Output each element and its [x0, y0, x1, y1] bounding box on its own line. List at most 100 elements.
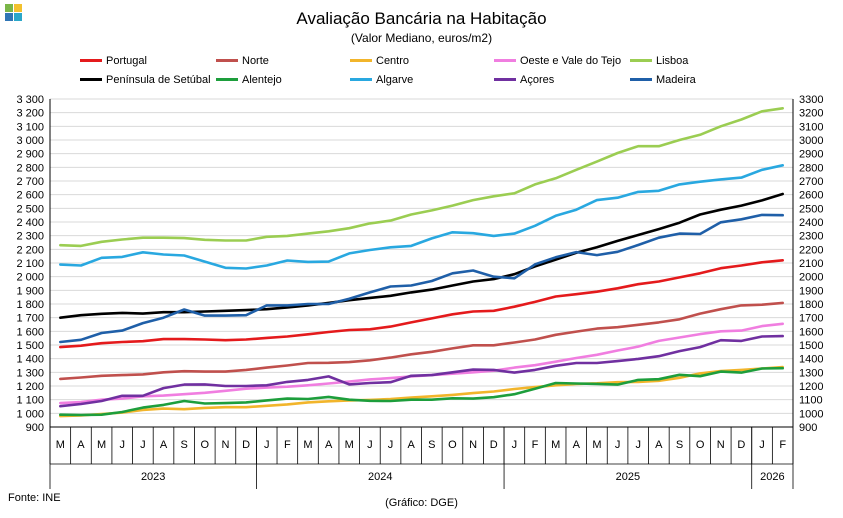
y-tick-label-right: 1500: [799, 340, 823, 352]
y-tick-label-right: 2000: [799, 272, 823, 284]
x-tick-label: J: [264, 439, 270, 451]
y-tick-label-right: 3100: [799, 121, 823, 133]
legend-swatch: [216, 77, 238, 81]
x-tick-label: J: [512, 439, 518, 451]
y-tick-label-right: 1100: [799, 395, 823, 407]
x-tick-label: J: [388, 439, 394, 451]
y-tick-label-left: 1 300: [16, 367, 44, 379]
series-line-a-ores: [58, 334, 785, 408]
y-tick-label-left: 1 000: [16, 408, 44, 420]
series-line-oeste-e-vale-do-tejo: [58, 322, 785, 405]
legend-swatch: [216, 58, 238, 62]
y-tick-label-right: 1000: [799, 408, 823, 420]
y-tick-label-left: 2 000: [16, 272, 44, 284]
legend-swatch: [80, 77, 102, 81]
y-tick-label-right: 2500: [799, 203, 823, 215]
logo-square-4: [14, 13, 22, 21]
legend-item: Oeste e Vale do Tejo: [494, 54, 621, 68]
legend-label: Madeira: [656, 74, 696, 86]
legend-label: Norte: [242, 55, 269, 67]
x-tick-label: J: [635, 439, 641, 451]
legend-label: Centro: [376, 55, 410, 67]
chart-title: Avaliação Bancária na Habitação: [296, 9, 547, 28]
logo-square-1: [5, 4, 13, 12]
series-line-portugal: [58, 258, 785, 349]
y-tick-label-right: 2100: [799, 258, 823, 270]
legend-item: Algarve: [350, 73, 413, 87]
y-tick-label-left: 1 700: [16, 313, 44, 325]
y-tick-label-right: 2400: [799, 217, 823, 229]
x-tick-label: F: [532, 439, 539, 451]
y-tick-label-right: 3000: [799, 135, 823, 147]
y-tick-label-right: 1200: [799, 381, 823, 393]
series-line-algarve: [58, 164, 785, 270]
y-tick-label-right: 3300: [799, 94, 823, 106]
x-tick-label: S: [428, 439, 435, 451]
legend-label: Portugal: [106, 55, 147, 67]
y-tick-label-left: 2 600: [16, 190, 44, 202]
y-tick-label-left: 2 300: [16, 231, 44, 243]
y-tick-label-left: 900: [26, 422, 44, 434]
y-tick-label-left: 2 500: [16, 203, 44, 215]
x-tick-label: J: [119, 439, 125, 451]
series-line-centro: [58, 365, 785, 418]
x-tick-label: M: [56, 439, 65, 451]
x-tick-label: A: [655, 439, 663, 451]
y-tick-label-left: 3 000: [16, 135, 44, 147]
y-tick-label-right: 1700: [799, 313, 823, 325]
year-label: 2024: [368, 471, 392, 483]
legend-swatch: [630, 77, 652, 81]
x-tick-label: J: [367, 439, 373, 451]
y-tick-label-left: 1 800: [16, 299, 44, 311]
y-tick-label-right: 1800: [799, 299, 823, 311]
legend-label: Açores: [520, 74, 555, 86]
legend-swatch: [630, 58, 652, 62]
series-line-lisboa: [58, 107, 785, 248]
dge-logo: [5, 4, 23, 22]
x-tick-label: J: [615, 439, 621, 451]
x-tick-label: O: [448, 439, 457, 451]
x-tick-label: S: [180, 439, 187, 451]
y-tick-label-right: 2200: [799, 244, 823, 256]
y-tick-label-left: 2 800: [16, 162, 44, 174]
x-tick-label: M: [551, 439, 560, 451]
legend-swatch: [350, 58, 372, 62]
y-tick-label-left: 1 200: [16, 381, 44, 393]
y-tick-label-right: 2700: [799, 176, 823, 188]
x-tick-label: J: [759, 439, 765, 451]
legend-item: Península de Setúbal: [80, 73, 211, 87]
x-tick-label: M: [303, 439, 312, 451]
y-tick-label-right: 1600: [799, 326, 823, 338]
y-tick-label-right: 1900: [799, 285, 823, 297]
y-tick-label-right: 2900: [799, 149, 823, 161]
series-line-madeira: [58, 213, 785, 344]
y-tick-label-right: 2800: [799, 162, 823, 174]
x-tick-label: O: [696, 439, 705, 451]
x-tick-label: J: [140, 439, 146, 451]
chart-credit: (Gráfico: DGE): [385, 497, 458, 509]
x-tick-label: D: [490, 439, 498, 451]
y-tick-label-right: 1400: [799, 354, 823, 366]
legend-swatch: [80, 58, 102, 62]
year-label: 2026: [760, 471, 784, 483]
y-tick-label-left: 1 400: [16, 354, 44, 366]
x-tick-label: F: [779, 439, 786, 451]
logo-square-2: [14, 4, 22, 12]
y-tick-label-left: 3 100: [16, 121, 44, 133]
y-tick-label-left: 2 200: [16, 244, 44, 256]
legend-item: Açores: [494, 73, 554, 87]
legend-item: Portugal: [80, 54, 147, 68]
x-tick-label: A: [325, 439, 333, 451]
y-tick-label-left: 3 200: [16, 108, 44, 120]
x-tick-label: O: [201, 439, 210, 451]
y-tick-label-right: 2600: [799, 190, 823, 202]
x-tick-label: N: [717, 439, 725, 451]
legend-item: Madeira: [630, 73, 696, 87]
x-tick-label: N: [221, 439, 229, 451]
legend-swatch: [494, 77, 516, 81]
legend-label: Oeste e Vale do Tejo: [520, 55, 622, 67]
legend-item: Centro: [350, 54, 409, 68]
x-tick-label: M: [592, 439, 601, 451]
x-tick-label: D: [737, 439, 745, 451]
legend-label: Lisboa: [656, 55, 689, 67]
